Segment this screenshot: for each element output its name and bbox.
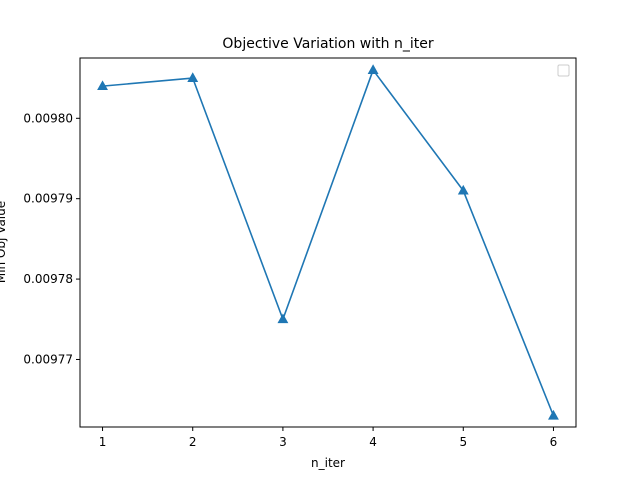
y-tick-label: 0.00977 <box>23 352 73 366</box>
x-axis-ticks: 1 2 3 4 5 6 <box>99 427 558 449</box>
data-point-marker <box>457 184 469 195</box>
data-point-marker <box>277 313 289 324</box>
series-line <box>102 69 555 417</box>
x-tick-label: 2 <box>189 435 197 449</box>
x-tick-label: 4 <box>369 435 377 449</box>
chart-title: Objective Variation with n_iter <box>222 36 433 52</box>
y-tick-label: 0.00978 <box>23 272 73 286</box>
y-axis-label: Min Obj Value <box>0 201 8 283</box>
x-axis-label: n_iter <box>311 456 345 470</box>
y-axis-ticks: 0.00977 0.00978 0.00979 0.00980 <box>23 111 80 366</box>
x-tick-label: 3 <box>279 435 287 449</box>
legend-box <box>557 64 570 77</box>
data-point-marker <box>97 80 108 91</box>
data-point-marker <box>548 409 559 420</box>
data-point-marker <box>367 64 379 74</box>
y-tick-label: 0.00979 <box>23 192 73 206</box>
series-layer <box>97 64 559 420</box>
x-tick-label: 1 <box>99 435 107 449</box>
data-point-marker <box>187 72 199 82</box>
y-tick-label: 0.00980 <box>23 111 73 125</box>
plot-area <box>79 57 577 428</box>
x-tick-label: 5 <box>459 435 467 449</box>
x-tick-label: 6 <box>550 435 558 449</box>
